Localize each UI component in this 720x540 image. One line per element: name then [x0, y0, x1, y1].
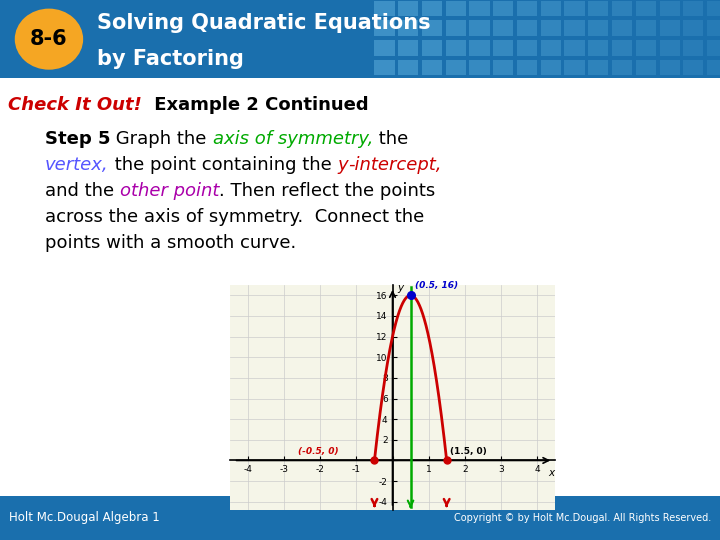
FancyBboxPatch shape — [517, 40, 537, 56]
FancyBboxPatch shape — [398, 40, 418, 56]
FancyBboxPatch shape — [636, 21, 656, 36]
FancyBboxPatch shape — [374, 40, 395, 56]
Text: x: x — [548, 468, 554, 478]
FancyBboxPatch shape — [683, 21, 703, 36]
FancyBboxPatch shape — [446, 21, 466, 36]
Text: 8-6: 8-6 — [30, 29, 68, 49]
FancyBboxPatch shape — [0, 496, 720, 540]
FancyBboxPatch shape — [374, 1, 395, 16]
Text: by Factoring: by Factoring — [97, 49, 244, 69]
FancyBboxPatch shape — [660, 21, 680, 36]
FancyBboxPatch shape — [612, 40, 632, 56]
FancyBboxPatch shape — [588, 59, 608, 75]
FancyBboxPatch shape — [374, 21, 395, 36]
FancyBboxPatch shape — [446, 1, 466, 16]
FancyBboxPatch shape — [612, 21, 632, 36]
FancyBboxPatch shape — [446, 59, 466, 75]
FancyBboxPatch shape — [683, 40, 703, 56]
FancyBboxPatch shape — [588, 21, 608, 36]
Text: y: y — [337, 156, 348, 174]
FancyBboxPatch shape — [0, 0, 720, 78]
FancyBboxPatch shape — [398, 59, 418, 75]
FancyBboxPatch shape — [422, 40, 442, 56]
Text: (0.5, 16): (0.5, 16) — [415, 281, 458, 290]
FancyBboxPatch shape — [541, 1, 561, 16]
FancyBboxPatch shape — [422, 59, 442, 75]
Text: (-0.5, 0): (-0.5, 0) — [297, 447, 338, 456]
FancyBboxPatch shape — [469, 1, 490, 16]
Text: Example 2 Continued: Example 2 Continued — [148, 96, 369, 114]
Text: Holt Mc.Dougal Algebra 1: Holt Mc.Dougal Algebra 1 — [9, 511, 159, 524]
Text: and the: and the — [45, 183, 120, 200]
Text: Copyright © by Holt Mc.Dougal. All Rights Reserved.: Copyright © by Holt Mc.Dougal. All Right… — [454, 513, 711, 523]
FancyBboxPatch shape — [707, 1, 720, 16]
FancyBboxPatch shape — [398, 21, 418, 36]
FancyBboxPatch shape — [469, 59, 490, 75]
Text: the: the — [373, 130, 408, 148]
Text: other point: other point — [120, 183, 220, 200]
Ellipse shape — [14, 9, 84, 70]
FancyBboxPatch shape — [660, 59, 680, 75]
Text: (1.5, 0): (1.5, 0) — [450, 447, 487, 456]
FancyBboxPatch shape — [588, 40, 608, 56]
FancyBboxPatch shape — [636, 40, 656, 56]
Text: Graph the: Graph the — [110, 130, 212, 148]
FancyBboxPatch shape — [612, 1, 632, 16]
FancyBboxPatch shape — [683, 1, 703, 16]
FancyBboxPatch shape — [541, 40, 561, 56]
FancyBboxPatch shape — [374, 59, 395, 75]
Text: -intercept,: -intercept, — [348, 156, 441, 174]
FancyBboxPatch shape — [493, 40, 513, 56]
Text: Check It Out!: Check It Out! — [8, 96, 142, 114]
FancyBboxPatch shape — [564, 21, 585, 36]
FancyBboxPatch shape — [660, 40, 680, 56]
FancyBboxPatch shape — [422, 21, 442, 36]
FancyBboxPatch shape — [422, 1, 442, 16]
Text: points with a smooth curve.: points with a smooth curve. — [45, 234, 296, 252]
FancyBboxPatch shape — [541, 59, 561, 75]
FancyBboxPatch shape — [469, 40, 490, 56]
Text: y: y — [397, 282, 403, 293]
FancyBboxPatch shape — [660, 1, 680, 16]
FancyBboxPatch shape — [636, 1, 656, 16]
FancyBboxPatch shape — [493, 21, 513, 36]
FancyBboxPatch shape — [517, 59, 537, 75]
FancyBboxPatch shape — [564, 59, 585, 75]
FancyBboxPatch shape — [612, 59, 632, 75]
Text: Step 5: Step 5 — [45, 130, 110, 148]
FancyBboxPatch shape — [564, 1, 585, 16]
Text: vertex,: vertex, — [45, 156, 109, 174]
FancyBboxPatch shape — [398, 1, 418, 16]
Text: . Then reflect the points: . Then reflect the points — [220, 183, 436, 200]
FancyBboxPatch shape — [446, 40, 466, 56]
FancyBboxPatch shape — [683, 59, 703, 75]
FancyBboxPatch shape — [707, 59, 720, 75]
FancyBboxPatch shape — [707, 40, 720, 56]
FancyBboxPatch shape — [564, 40, 585, 56]
FancyBboxPatch shape — [707, 21, 720, 36]
FancyBboxPatch shape — [469, 21, 490, 36]
FancyBboxPatch shape — [517, 21, 537, 36]
Text: axis of symmetry,: axis of symmetry, — [212, 130, 373, 148]
FancyBboxPatch shape — [493, 59, 513, 75]
Text: Solving Quadratic Equations: Solving Quadratic Equations — [97, 14, 431, 33]
FancyBboxPatch shape — [636, 59, 656, 75]
FancyBboxPatch shape — [493, 1, 513, 16]
FancyBboxPatch shape — [517, 1, 537, 16]
Text: across the axis of symmetry.  Connect the: across the axis of symmetry. Connect the — [45, 208, 424, 226]
Text: the point containing the: the point containing the — [109, 156, 337, 174]
FancyBboxPatch shape — [541, 21, 561, 36]
FancyBboxPatch shape — [588, 1, 608, 16]
